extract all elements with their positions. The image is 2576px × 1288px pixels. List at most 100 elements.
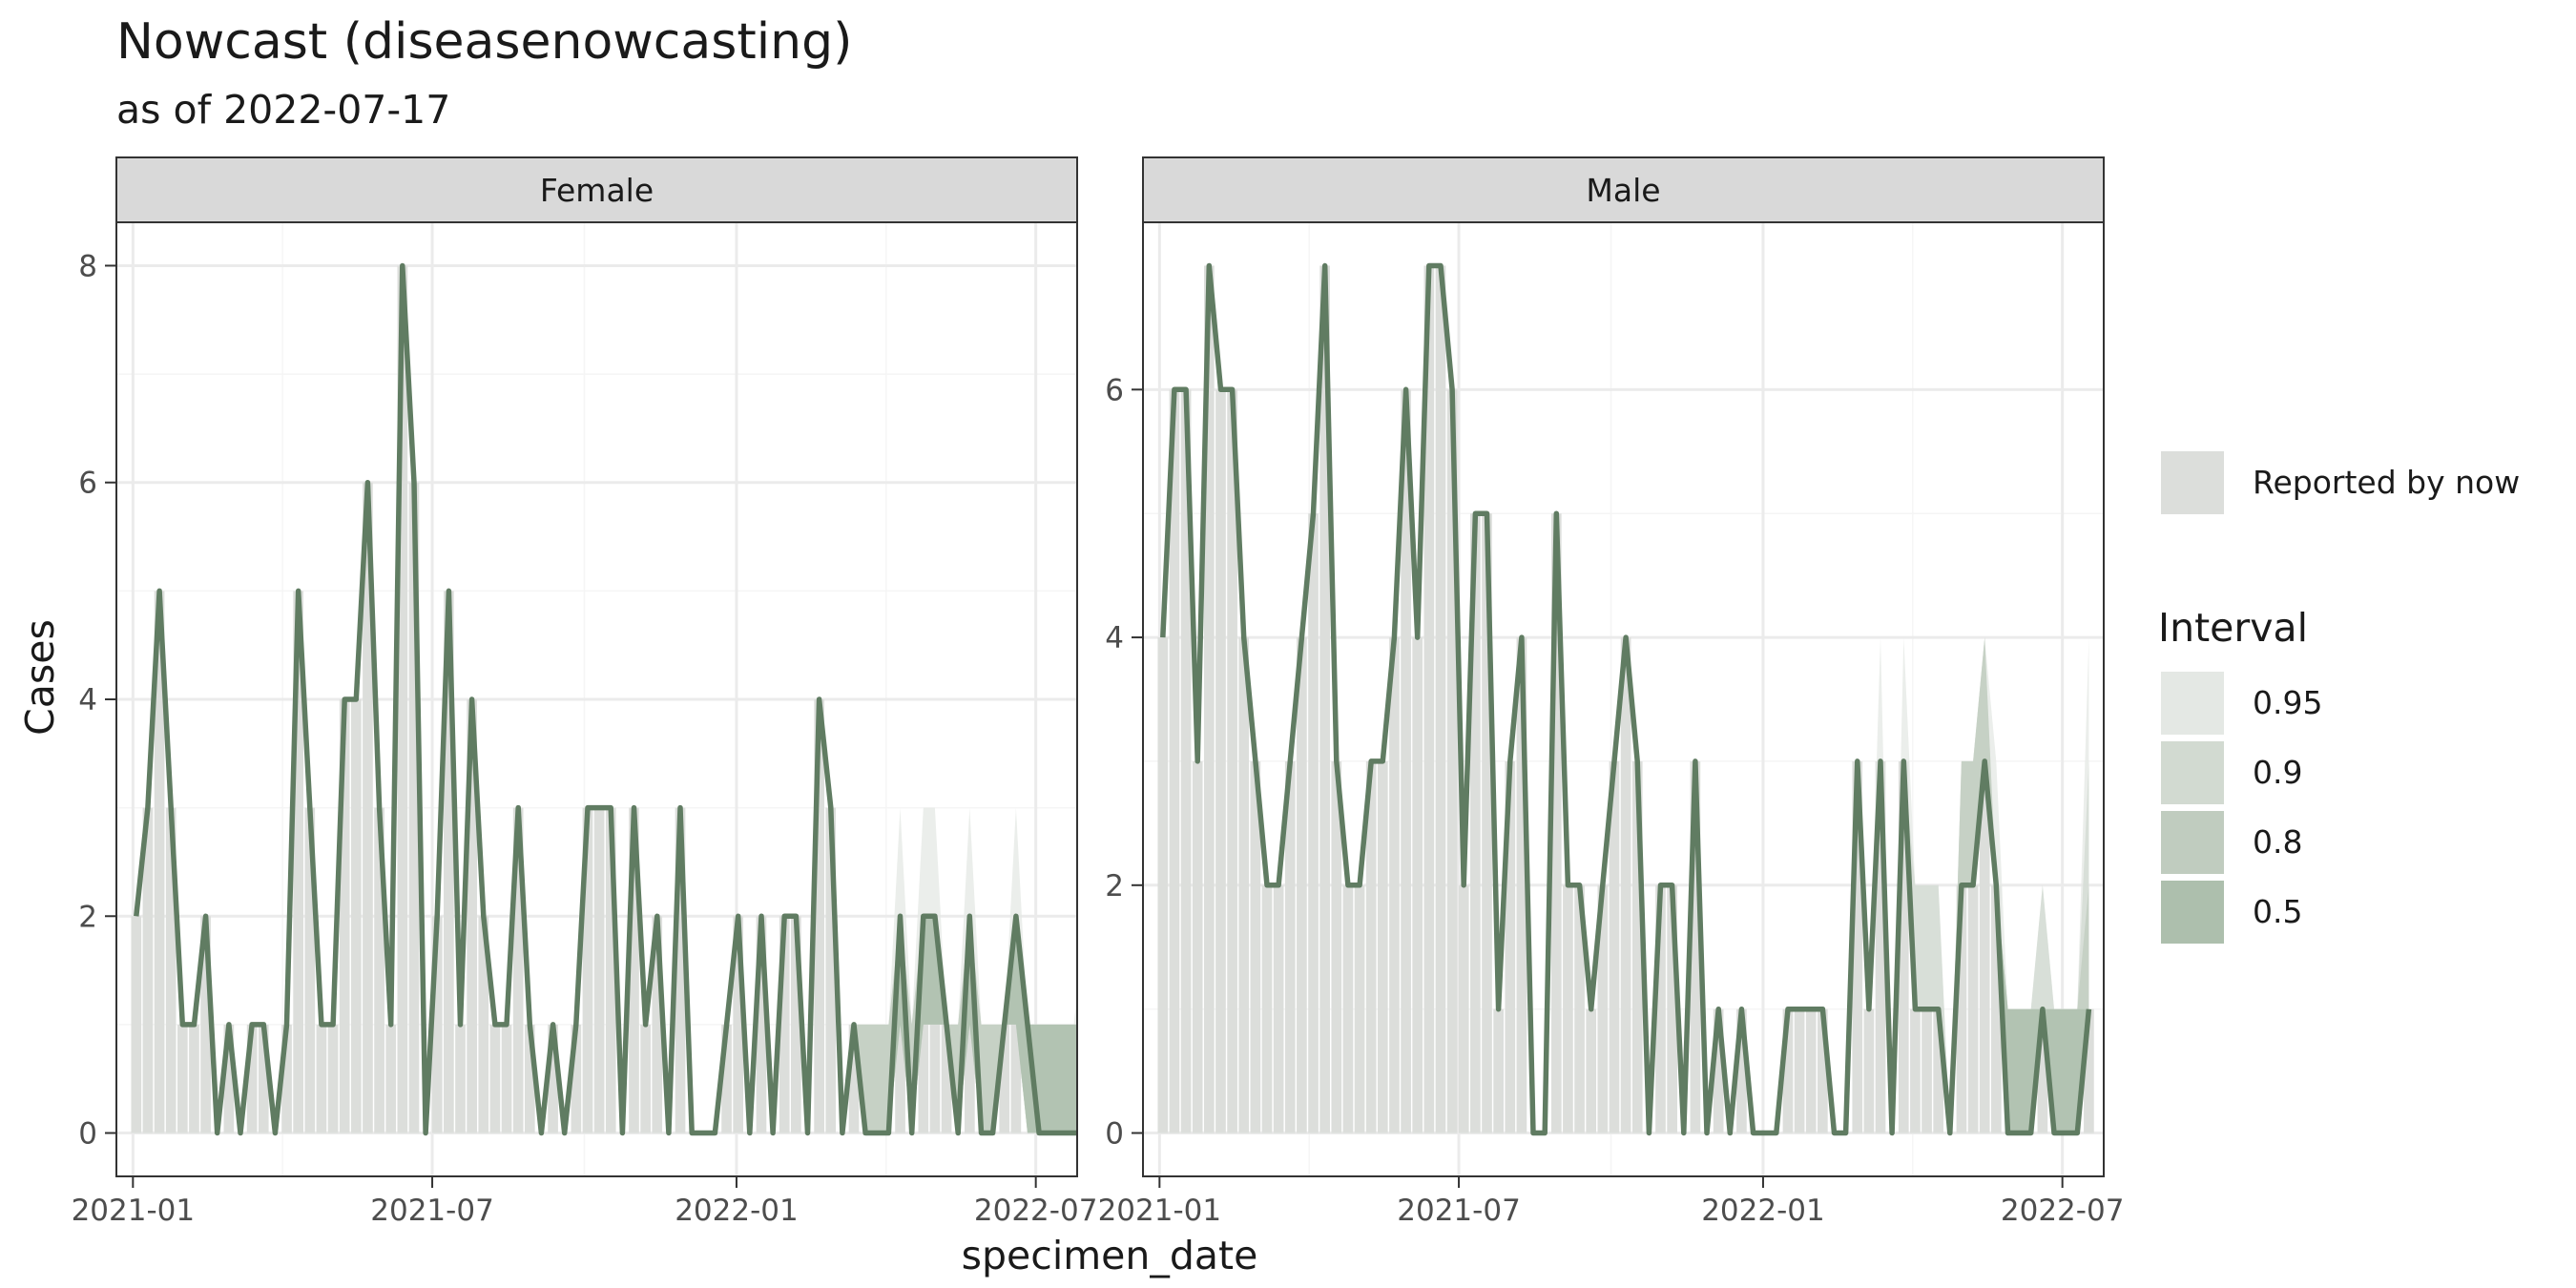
reported-bar [675,807,686,1133]
reported-bar [814,699,824,1133]
reported-bar [408,482,420,1133]
y-tick-label: 4 [1105,621,1124,655]
reported-bar [1818,1008,1828,1133]
reported-bar [489,1024,501,1133]
reported-bar [1922,1008,1932,1133]
x-axis-label: specimen_date [962,1233,1258,1278]
reported-bar [1631,760,1643,1133]
panel-female: Female 2021-01 2021-07 2022-01 2022-07 0 2 4 6 8 [72,156,1097,1228]
y-tick-label: 2 [1105,869,1124,904]
facet-strip-label: Female [540,172,654,209]
legend-key-reported [2161,451,2224,514]
reported-bar [1435,265,1446,1133]
reported-bar [1423,265,1435,1133]
legend-title-interval: Interval [2158,605,2308,651]
reported-bar [1261,884,1273,1133]
reported-bar [304,807,316,1133]
reported-bar [1516,637,1527,1133]
reported-bar [652,916,663,1133]
reported-bar [1991,884,2002,1133]
reported-bar [293,591,303,1133]
reported-bar [431,916,443,1133]
reported-bar [1180,389,1192,1133]
legend-label-reported: Reported by now [2253,464,2520,501]
reported-bar [605,807,616,1133]
reported-bar [1690,760,1701,1133]
reported-bar [1609,760,1620,1133]
y-tick-label: 6 [78,467,97,501]
reported-bar [363,482,373,1133]
reported-bar [512,807,524,1133]
legend-label-0.8: 0.8 [2253,823,2302,861]
x-tick-label: 2021-01 [72,1194,196,1228]
reported-bar [640,1024,651,1133]
reported-bar [154,591,165,1133]
reported-bar [1852,760,1863,1133]
legend-key-0.5 [2161,881,2224,944]
reported-bar [1192,760,1203,1133]
reported-bar [1389,637,1400,1133]
reported-bar [444,591,454,1133]
reported-bar [1365,760,1377,1133]
reported-bar [1620,637,1631,1133]
reported-bar [2084,1008,2094,1133]
reported-bar [848,1024,860,1133]
reported-bar [1505,760,1516,1133]
reported-bar [467,699,477,1133]
reported-bar [350,699,362,1133]
legend-key-0.9 [2161,741,2224,804]
reported-bar [721,1024,732,1133]
reported-bar [327,1024,339,1133]
x-tick-label: 2022-01 [1701,1194,1825,1228]
reported-bar [1933,1008,1944,1133]
reported-bar [455,1024,466,1133]
reported-bar [1010,1024,1022,1133]
reported-bar [165,807,177,1133]
facet-strip-label: Male [1586,172,1660,209]
reported-bar [1354,884,1365,1133]
y-tick-label: 0 [1105,1117,1124,1152]
facet-strip [115,156,1078,223]
reported-bar [1273,884,1284,1133]
x-tick-label: 2022-01 [675,1194,799,1228]
reported-bar [1794,1008,1805,1133]
reported-bar [1319,265,1330,1133]
y-tick-label: 4 [78,683,97,717]
reported-bar [2037,1008,2048,1133]
reported-bar [385,1024,397,1133]
interval-ribbon-0.8 [135,265,1077,1133]
reported-bar [1227,389,1237,1133]
nowcast-line [134,262,1077,1136]
reported-bar [131,916,142,1133]
reported-bar [1956,884,1967,1133]
reported-bar [1910,1008,1921,1133]
y-tick-label: 2 [78,900,97,934]
reported-bar [1655,884,1666,1133]
reported-bar [895,1024,905,1133]
reported-bar [397,265,408,1133]
reported-bar [1805,1008,1817,1133]
reported-bar [374,807,384,1133]
reported-bar [1574,884,1585,1133]
legend-label-0.9: 0.9 [2253,754,2302,791]
reported-bar [825,807,837,1133]
reported-bar [1342,884,1354,1133]
y-tick-label: 0 [78,1117,97,1152]
reported-bar [571,1024,582,1133]
reported-bar [1377,760,1388,1133]
legend-key-0.95 [2161,672,2224,735]
chart-title: Nowcast (diseasenowcasting) [116,13,852,71]
reported-bar [1284,760,1296,1133]
reported-bar [1667,884,1677,1133]
reported-bar [929,1024,941,1133]
reported-bar [223,1024,235,1133]
reported-bar [1898,760,1909,1133]
reported-bar [1736,1008,1747,1133]
chart-subtitle: as of 2022-07-17 [116,87,450,133]
reported-bar [200,916,211,1133]
reported-bar [548,1024,558,1133]
reported-bar [1215,389,1226,1133]
reported-bar [1297,637,1307,1133]
reported-bar [177,1024,188,1133]
interval-ribbon-0.95 [1162,265,2089,1133]
